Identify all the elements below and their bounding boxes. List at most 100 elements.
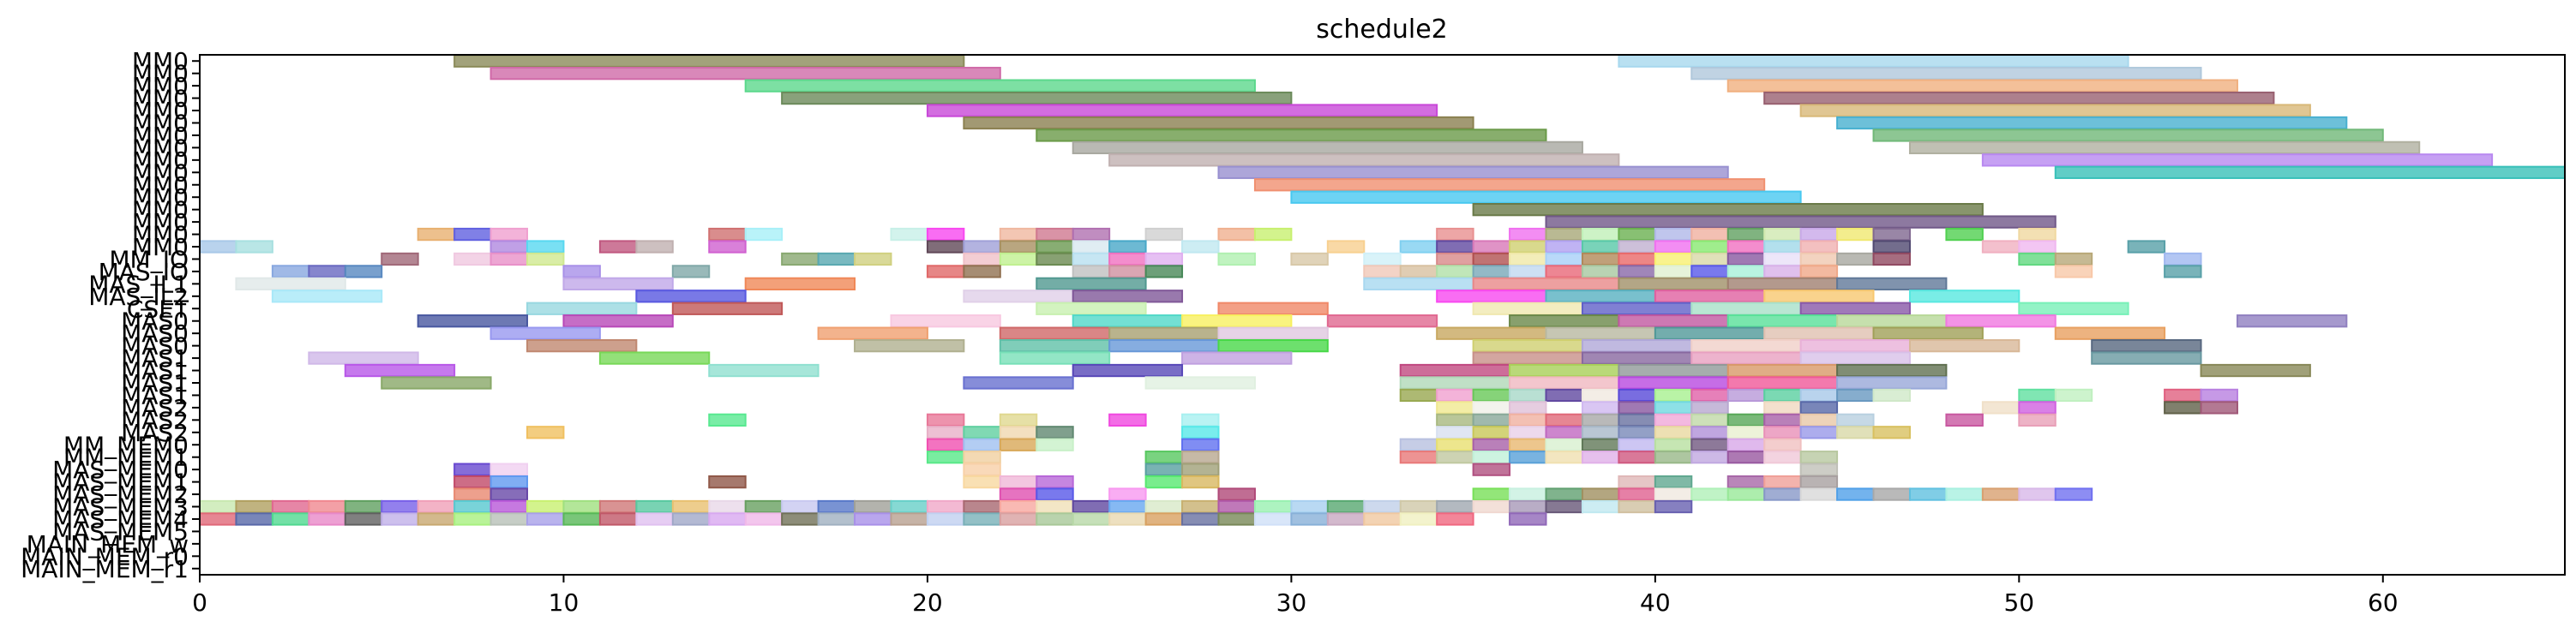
task-bar <box>1436 252 1474 266</box>
task-bar <box>1726 240 1766 254</box>
task-bar <box>1036 240 1074 254</box>
task-bar <box>1072 227 1111 242</box>
task-bar <box>526 338 638 353</box>
task-bar <box>526 240 565 254</box>
task-bar <box>1472 451 1511 464</box>
y-tick-label: MM0 <box>132 60 189 88</box>
task-bar <box>1581 438 1620 451</box>
task-bar <box>963 265 1001 278</box>
task-bar <box>1545 426 1583 439</box>
x-tick-label: 60 <box>2368 588 2399 617</box>
task-bar <box>963 426 1001 439</box>
task-bar <box>1581 252 1620 266</box>
task-bar <box>926 227 965 242</box>
task-bar <box>1509 401 1547 415</box>
task-bar <box>1981 153 2494 167</box>
task-bar <box>1108 413 1147 427</box>
task-bar <box>1036 499 1074 514</box>
task-bar <box>344 265 383 278</box>
task-bar <box>1509 499 1547 514</box>
task-bar <box>1763 265 1802 278</box>
task-bar <box>1290 499 1329 514</box>
task-bar <box>1726 265 1766 278</box>
task-bar <box>1799 265 1839 278</box>
task-bar <box>1908 290 2021 303</box>
task-bar <box>1545 388 1583 403</box>
task-bar <box>1253 227 1293 242</box>
task-bar <box>235 512 273 526</box>
task-bar <box>1618 252 1656 266</box>
task-bar <box>854 338 965 353</box>
task-bar <box>926 512 965 526</box>
task-bar <box>1726 252 1766 266</box>
y-tick-label: MAS1 <box>121 369 189 397</box>
task-bar <box>453 54 965 68</box>
task-bar <box>1036 512 1074 526</box>
task-bar <box>1908 338 2021 353</box>
task-bar <box>963 438 1001 451</box>
x-tick-label: 0 <box>192 588 207 617</box>
task-bar <box>1581 426 1620 439</box>
task-bar <box>1036 128 1547 142</box>
task-bar <box>381 376 492 390</box>
task-bar <box>999 338 1111 353</box>
task-bar <box>1690 227 1729 242</box>
task-bar <box>489 463 529 476</box>
task-bar <box>1509 376 1620 390</box>
task-bar <box>1763 451 1802 464</box>
task-bar <box>1181 463 1220 476</box>
task-bar <box>1872 128 2384 142</box>
task-bar <box>999 227 1038 242</box>
task-bar <box>999 499 1038 514</box>
task-bar <box>781 512 820 526</box>
task-bar <box>1690 426 1729 439</box>
task-bar <box>926 240 965 254</box>
task-bar <box>1654 265 1693 278</box>
task-bar <box>526 426 565 439</box>
task-bar <box>1472 265 1511 278</box>
task-bar <box>526 302 638 315</box>
task-bar <box>1326 314 1438 328</box>
task-bar <box>1763 240 1802 254</box>
task-bar <box>1618 314 1729 328</box>
task-bar <box>1726 475 1766 489</box>
task-bar <box>1618 240 1656 254</box>
task-bar <box>308 512 346 526</box>
task-bar <box>526 499 565 514</box>
task-bar <box>1181 451 1220 464</box>
task-bar <box>1654 438 1693 451</box>
task-bar <box>453 487 492 501</box>
task-bar <box>1618 376 1729 390</box>
task-bar <box>1945 413 1984 427</box>
task-bar <box>635 240 674 254</box>
task-bar <box>1545 227 1583 242</box>
y-tick-label: MAS1 <box>121 344 189 373</box>
task-bar <box>1545 240 1583 254</box>
task-bar <box>453 463 492 476</box>
task-bar <box>1545 326 1656 340</box>
y-tick-label: MM0 <box>132 122 189 150</box>
task-bar <box>671 512 711 526</box>
plot-frame <box>199 54 2566 576</box>
task-bar <box>671 265 711 278</box>
task-bar <box>1181 413 1220 427</box>
task-bar <box>1654 499 1693 514</box>
task-bar <box>1690 265 1729 278</box>
task-bar <box>926 499 965 514</box>
task-bar <box>926 426 965 439</box>
task-bar <box>1763 401 1802 415</box>
task-bar <box>1799 475 1839 489</box>
task-bar <box>1799 388 1839 403</box>
y-tick-label: MM0 <box>132 196 189 224</box>
y-tick-label: MM0 <box>132 47 189 75</box>
task-bar <box>2236 314 2348 328</box>
task-bar <box>1581 227 1620 242</box>
task-bar <box>963 116 1474 130</box>
x-tick-label: 10 <box>549 588 579 617</box>
task-bar <box>271 499 310 514</box>
task-bar <box>1217 302 1329 315</box>
y-tick-label: CSET <box>127 295 189 323</box>
task-bar <box>963 376 1074 390</box>
task-bar <box>963 240 1001 254</box>
task-bar <box>1763 388 1802 403</box>
